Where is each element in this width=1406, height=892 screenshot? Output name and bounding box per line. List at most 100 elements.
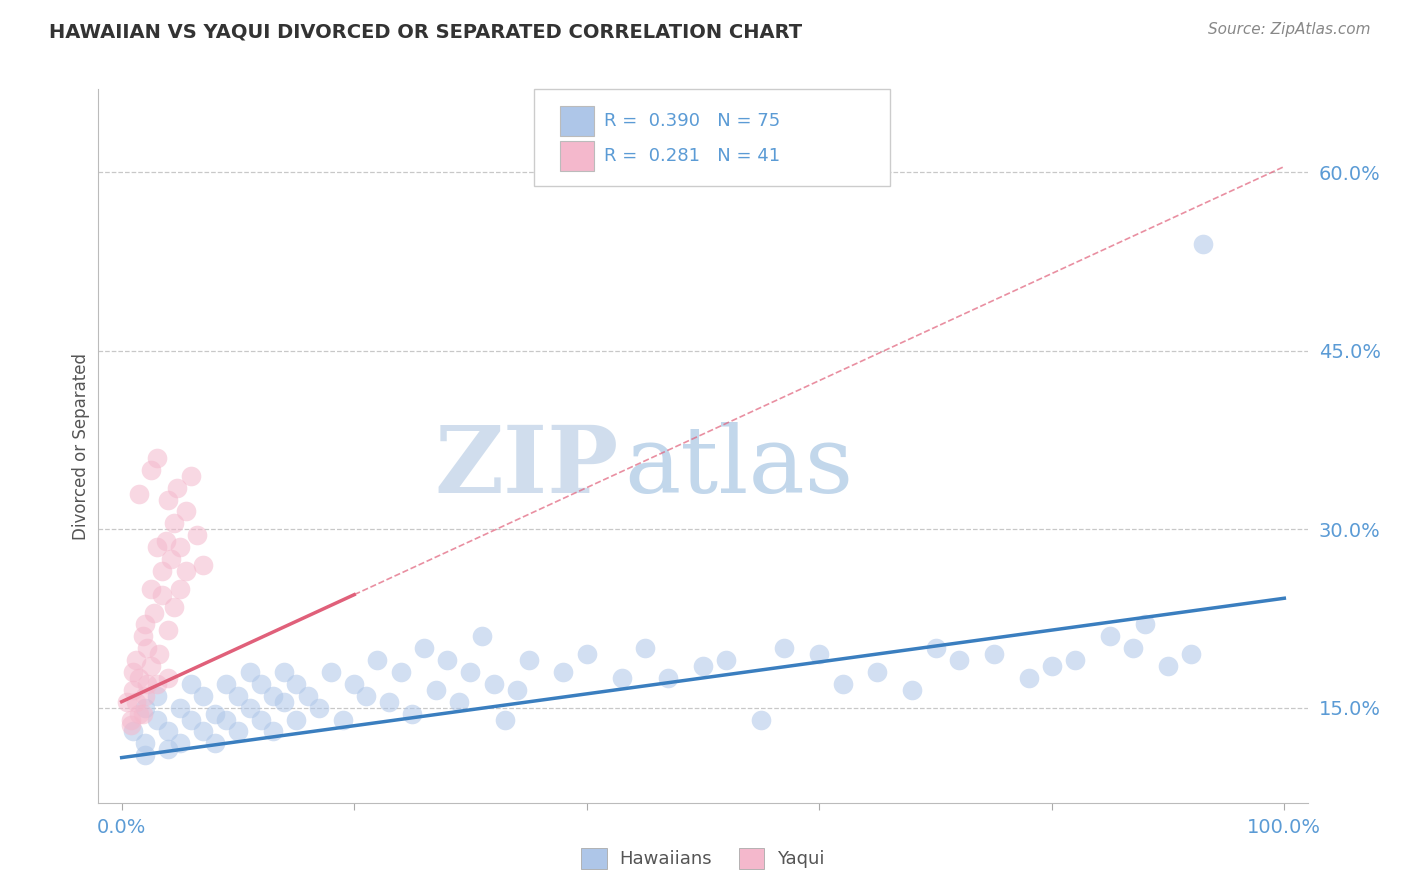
Point (163, 516, 186, 531)
Point (273, 665, 295, 679)
Point (1064, 653, 1087, 667)
Point (157, 492, 180, 507)
Point (610, 671, 633, 685)
Point (226, 689, 249, 703)
Point (749, 713, 772, 727)
Point (157, 624, 180, 638)
Point (553, 665, 575, 679)
Text: ZIP: ZIP (434, 423, 619, 512)
Point (150, 588, 173, 602)
Point (308, 700, 330, 714)
Point (120, 713, 142, 727)
Point (191, 558, 214, 572)
Point (1122, 641, 1144, 656)
Point (866, 665, 889, 679)
Point (273, 695, 295, 709)
Point (204, 736, 226, 750)
Point (166, 481, 188, 495)
Point (128, 706, 150, 721)
Point (139, 463, 162, 477)
Point (983, 647, 1005, 661)
Point (401, 706, 423, 721)
Point (413, 641, 436, 656)
Point (169, 736, 191, 750)
Point (506, 682, 529, 697)
Point (159, 552, 181, 566)
Point (1157, 659, 1180, 673)
Point (143, 606, 166, 620)
Point (471, 629, 494, 643)
Text: Source: ZipAtlas.com: Source: ZipAtlas.com (1208, 22, 1371, 37)
Point (180, 713, 202, 727)
Point (831, 677, 853, 691)
Legend: Hawaiians, Yaqui: Hawaiians, Yaqui (574, 840, 832, 876)
Point (131, 706, 153, 721)
Point (117, 695, 139, 709)
Point (634, 641, 657, 656)
Point (136, 641, 159, 656)
Point (122, 665, 145, 679)
Point (262, 724, 284, 739)
Point (145, 540, 167, 554)
Point (239, 700, 262, 714)
Point (262, 689, 284, 703)
Point (131, 629, 153, 643)
FancyBboxPatch shape (561, 105, 595, 136)
Point (692, 659, 714, 673)
Point (378, 695, 401, 709)
Text: HAWAIIAN VS YAQUI DIVORCED OR SEPARATED CORRELATION CHART: HAWAIIAN VS YAQUI DIVORCED OR SEPARATED … (49, 22, 803, 41)
Point (191, 724, 214, 739)
Point (174, 564, 197, 578)
Point (186, 528, 208, 542)
Point (215, 677, 238, 691)
Point (215, 713, 238, 727)
Point (716, 653, 738, 667)
Point (460, 665, 482, 679)
Point (122, 724, 145, 739)
Point (155, 534, 177, 549)
Point (948, 653, 970, 667)
Point (120, 718, 142, 732)
Point (343, 677, 366, 691)
Point (517, 653, 540, 667)
Point (134, 617, 156, 632)
Text: R =  0.281   N = 41: R = 0.281 N = 41 (603, 147, 780, 165)
Point (389, 665, 412, 679)
Point (134, 748, 156, 763)
Point (808, 647, 831, 661)
Point (1018, 671, 1040, 685)
Point (145, 713, 167, 727)
Point (1098, 629, 1121, 643)
Point (191, 689, 214, 703)
Point (174, 504, 197, 518)
Point (924, 641, 946, 656)
FancyBboxPatch shape (534, 89, 890, 186)
Point (134, 736, 156, 750)
Point (163, 599, 186, 614)
Point (139, 659, 162, 673)
Point (297, 689, 319, 703)
Point (169, 540, 191, 554)
FancyBboxPatch shape (561, 141, 595, 171)
Point (128, 671, 150, 685)
Point (657, 671, 679, 685)
Text: atlas: atlas (624, 423, 853, 512)
Text: R =  0.390   N = 75: R = 0.390 N = 75 (603, 112, 780, 129)
Point (482, 677, 505, 691)
Point (128, 486, 150, 500)
Point (1180, 647, 1202, 661)
Point (169, 582, 191, 596)
Point (354, 689, 377, 703)
Point (122, 682, 145, 697)
Point (285, 713, 308, 727)
Point (134, 700, 156, 714)
Point (136, 677, 159, 691)
Point (332, 713, 354, 727)
Point (150, 564, 173, 578)
Point (145, 450, 167, 465)
Point (180, 677, 202, 691)
Point (145, 689, 167, 703)
Point (901, 682, 924, 697)
Point (226, 724, 249, 739)
Point (157, 671, 180, 685)
